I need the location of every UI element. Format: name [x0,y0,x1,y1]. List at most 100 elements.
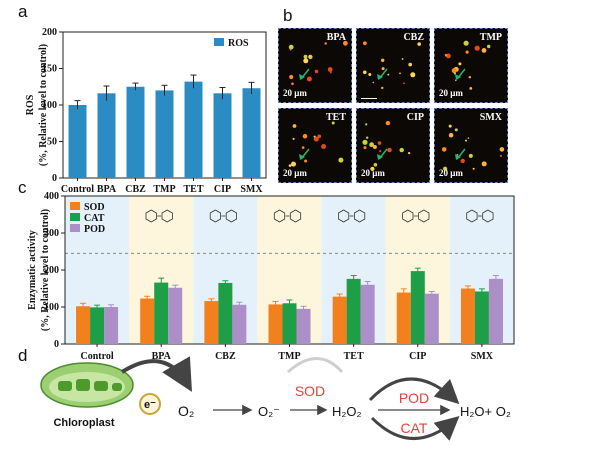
cell-dot [303,54,308,59]
legend-swatch-cat [70,213,80,221]
ring [273,209,286,223]
x-tick-label: Control [61,184,94,195]
cell-dot [474,45,480,51]
legend-label-ros: ROS [228,38,249,49]
ring [225,209,237,223]
legend-label-pod: POD [84,224,105,235]
panel-letter-d: d [18,346,28,365]
cell-dot [387,147,392,153]
scale-bar-label: 20 μm [361,168,385,178]
cell-dot [338,157,344,163]
panel-letter-b: b [283,6,293,25]
sod-label: SOD [295,383,325,399]
cell-dot [329,71,332,74]
sod-curve-arrow [286,357,344,374]
scale-bar-label: 20 μm [439,88,463,98]
cell-dot [481,48,487,53]
legend-label-cat: CAT [84,213,105,224]
cell-dot [288,44,294,50]
cell-dot [399,72,401,75]
cell-dot [401,58,404,60]
cell-dot [499,154,502,157]
ros-bar [68,105,87,178]
oxygen-label: O₂ [178,403,194,419]
cell-dot [363,41,367,46]
cat-bar [282,303,297,344]
x-tick-label: SMX [240,184,263,195]
pod-label: POD [399,390,429,406]
cell-dot [317,134,322,139]
cell-dot [379,150,382,153]
scale-bar-label: 20 μm [283,88,307,98]
cell-dot [288,164,292,167]
molecule-structure-icon [145,209,173,223]
cell-dot [381,67,385,71]
y-tick-label: 0 [52,173,57,184]
cell-dot [468,76,471,79]
ros-bar [155,90,174,178]
cell-dot [291,82,294,86]
micrograph-tmp: TMP 20 μm [434,28,508,103]
cell-dot [368,73,372,76]
electron-flow-arrow [120,356,192,392]
cell-dot [407,151,411,155]
cell-dot [372,145,377,149]
cell-dot [331,121,335,125]
y-tick-label: 100 [42,100,57,111]
ring [418,209,430,223]
y-tick-label: 300 [44,228,59,239]
cell-dot [441,147,447,152]
green-arrow-head [377,154,383,160]
pod-bar [104,307,119,344]
y-tick-label: 200 [44,265,59,276]
cell-dot [443,166,448,171]
cell-dot [289,74,294,80]
ring [289,209,302,223]
pod-curve-arrow [368,377,460,405]
x-tick-label: BPA [97,184,117,195]
cell-dot [362,139,368,145]
x-tick-label: CIP [214,184,231,195]
cell-dot [363,70,367,75]
cell-dot [324,42,327,45]
x-tick-label: TET [183,184,203,195]
ring [466,209,478,223]
micrograph-bpa: BPA 20 μm [278,28,352,103]
cat-bar [218,282,233,344]
sod-bar [76,306,91,344]
molecule-structure-icon [273,209,302,223]
legend-swatch-sod [70,202,80,210]
legend-swatch-pod [70,224,80,232]
cat-bar [474,291,489,344]
pod-bar [168,287,183,344]
cell-dot [472,167,475,170]
cat-bar [90,307,105,344]
h2o2-label: H₂O₂ [332,404,362,419]
cell-field [288,121,344,167]
cell-dot [373,163,378,167]
molecule-structure-icon [209,209,237,223]
cell-dot [385,120,391,126]
molecule-structure-icon [338,209,366,223]
cell-dot [321,144,327,149]
micrograph-label: SMX [479,112,502,123]
cat-curve-arrow [370,416,460,441]
cell-dot [377,141,382,145]
ros-bar [126,86,145,178]
micrograph-grid: BPA 20 μm CBZ TMP 20 μm TET 20 μm CIP 20… [278,28,512,184]
cell-field [363,41,421,90]
chloroplast-icon [40,362,134,408]
cell-dot [460,158,465,164]
cell-dot [410,72,416,78]
y-axis-label: Enzymatic activity [27,230,38,310]
panel-letter-a: a [18,2,28,21]
cell-dot [313,136,319,142]
cell-dot [370,166,375,171]
cell-dot [365,123,368,126]
cell-dot [417,42,421,46]
ring [145,209,157,223]
micrograph-label: BPA [326,32,346,43]
cell-dot [458,62,462,66]
